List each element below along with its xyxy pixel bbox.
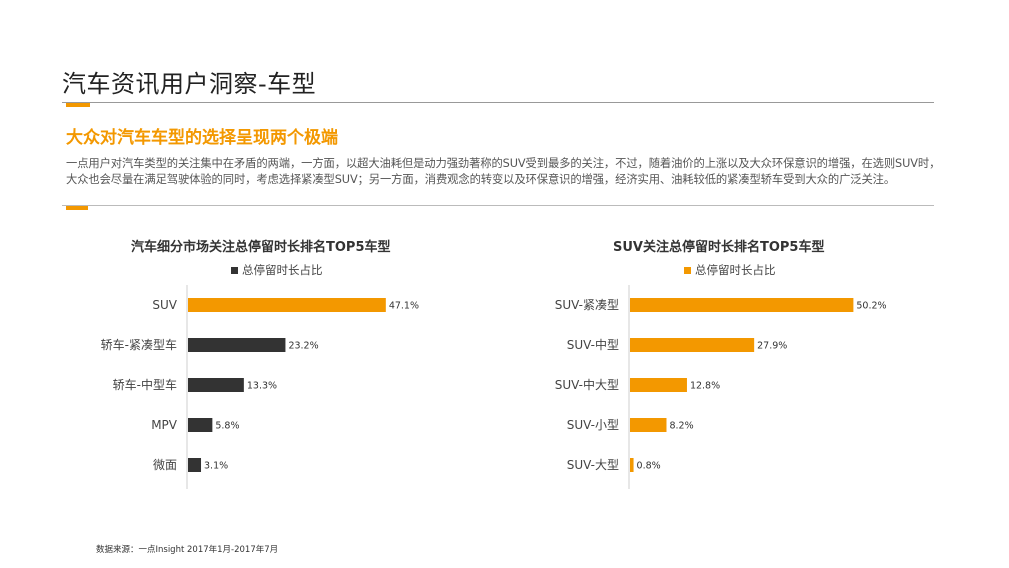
chart-1-svg: SUV 47.1% 轿车-紧凑型车 23.2% 轿车-中型车 13.3% MPV 5.8% 微面… <box>101 285 419 489</box>
chart-1-legend: 总停留时长占比 <box>231 262 323 278</box>
chart-1-category-label: MPV <box>151 418 178 432</box>
chart-1-value-label: 23.2% <box>288 341 318 352</box>
title-divider <box>62 102 934 103</box>
description-text: 一点用户对汽车类型的关注集中在矛盾的两端，一方面，以超大油耗但是动力强劲著称的S… <box>66 157 941 186</box>
chart-2-bar <box>630 378 687 392</box>
chart-1-bar <box>188 418 213 432</box>
title-accent-bar <box>66 103 90 107</box>
chart-1-value-label: 13.3% <box>247 381 277 392</box>
chart-2-svg: SUV-紧凑型 50.2% SUV-中型 27.9% SUV-中大型 12.8% SUV-小… <box>555 285 887 489</box>
chart-2-category-label: SUV-小型 <box>567 418 619 432</box>
chart-1-value-label: 47.1% <box>389 301 419 312</box>
chart-1-bar <box>188 378 244 392</box>
chart-2-category-label: SUV-紧凑型 <box>555 298 619 312</box>
chart-1-bar <box>188 338 286 352</box>
description-divider <box>62 205 934 206</box>
chart-2-title: SUV关注总停留时长排名TOP5车型 <box>613 240 825 255</box>
chart-2-value-label: 12.8% <box>690 381 720 392</box>
chart-2-bar <box>630 458 634 472</box>
chart-1-value-label: 5.8% <box>215 421 239 432</box>
chart-1-value-label: 3.1% <box>204 461 228 472</box>
chart-2-value-label: 50.2% <box>856 301 886 312</box>
chart-1-category-label: SUV <box>152 298 177 312</box>
chart-2-category-label: SUV-中大型 <box>555 377 619 392</box>
chart-2-bar <box>630 418 667 432</box>
data-source-note: 数据来源：一点Insight 2017年1月-2017年7月 <box>96 545 279 555</box>
chart-1-legend-label: 总停留时长占比 <box>242 263 323 277</box>
chart-2-bar <box>630 298 854 312</box>
chart-2-value-label: 8.2% <box>669 421 693 432</box>
chart-1-bar <box>188 458 202 472</box>
legend-swatch-orange <box>684 266 691 274</box>
chart-2-bar <box>630 338 755 352</box>
chart-2-legend: 总停留时长占比 <box>684 262 776 278</box>
chart-1-bar <box>188 298 386 312</box>
chart-1-category-label: 微面 <box>153 458 177 472</box>
chart-2-legend-label: 总停留时长占比 <box>695 263 776 277</box>
description-accent-bar <box>66 206 88 210</box>
chart-1-category-label: 轿车-中型车 <box>113 377 177 392</box>
chart-2-category-label: SUV-大型 <box>567 458 619 472</box>
page-title: 汽车资讯用户洞察-车型 <box>62 70 317 98</box>
legend-swatch-dark <box>231 266 238 274</box>
chart-1-title: 汽车细分市场关注总停留时长排名TOP5车型 <box>131 240 391 255</box>
chart-2-category-label: SUV-中型 <box>567 337 619 352</box>
section-heading: 大众对汽车车型的选择呈现两个极端 <box>66 128 338 148</box>
chart-2-value-label: 27.9% <box>757 341 787 352</box>
chart-2-value-label: 0.8% <box>637 461 661 472</box>
chart-1-category-label: 轿车-紧凑型车 <box>101 337 177 352</box>
